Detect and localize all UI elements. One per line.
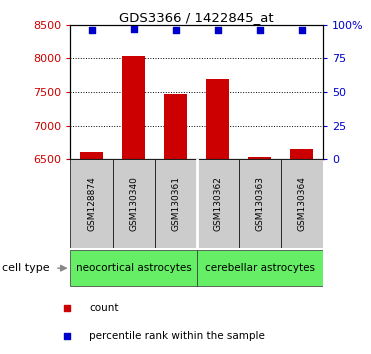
Text: GSM128874: GSM128874: [87, 176, 96, 231]
Point: [257, 27, 263, 33]
Bar: [164, 94, 187, 159]
Bar: [206, 79, 229, 159]
Bar: [70, 250, 197, 286]
Text: GSM130361: GSM130361: [171, 176, 180, 231]
Bar: [122, 56, 145, 159]
Bar: [290, 149, 313, 159]
Text: neocortical astrocytes: neocortical astrocytes: [76, 263, 191, 273]
Point: [215, 27, 221, 33]
Point: [89, 27, 95, 33]
Bar: [70, 159, 112, 248]
Bar: [248, 156, 271, 159]
Point: [64, 305, 70, 311]
Bar: [112, 159, 155, 248]
Text: percentile rank within the sample: percentile rank within the sample: [89, 331, 265, 341]
Bar: [197, 159, 239, 248]
Point: [64, 333, 70, 339]
Bar: [281, 159, 323, 248]
Title: GDS3366 / 1422845_at: GDS3366 / 1422845_at: [119, 11, 274, 24]
Text: GSM130364: GSM130364: [297, 176, 306, 231]
Bar: [197, 250, 323, 286]
Text: cell type: cell type: [2, 263, 49, 273]
Bar: [239, 159, 281, 248]
Text: cerebellar astrocytes: cerebellar astrocytes: [205, 263, 315, 273]
Text: count: count: [89, 303, 119, 313]
Bar: [80, 152, 103, 159]
Point: [131, 26, 137, 32]
Point: [299, 27, 305, 33]
Text: GSM130340: GSM130340: [129, 176, 138, 231]
Point: [173, 27, 178, 33]
Text: GSM130362: GSM130362: [213, 176, 222, 231]
Bar: [155, 159, 197, 248]
Text: GSM130363: GSM130363: [255, 176, 264, 231]
